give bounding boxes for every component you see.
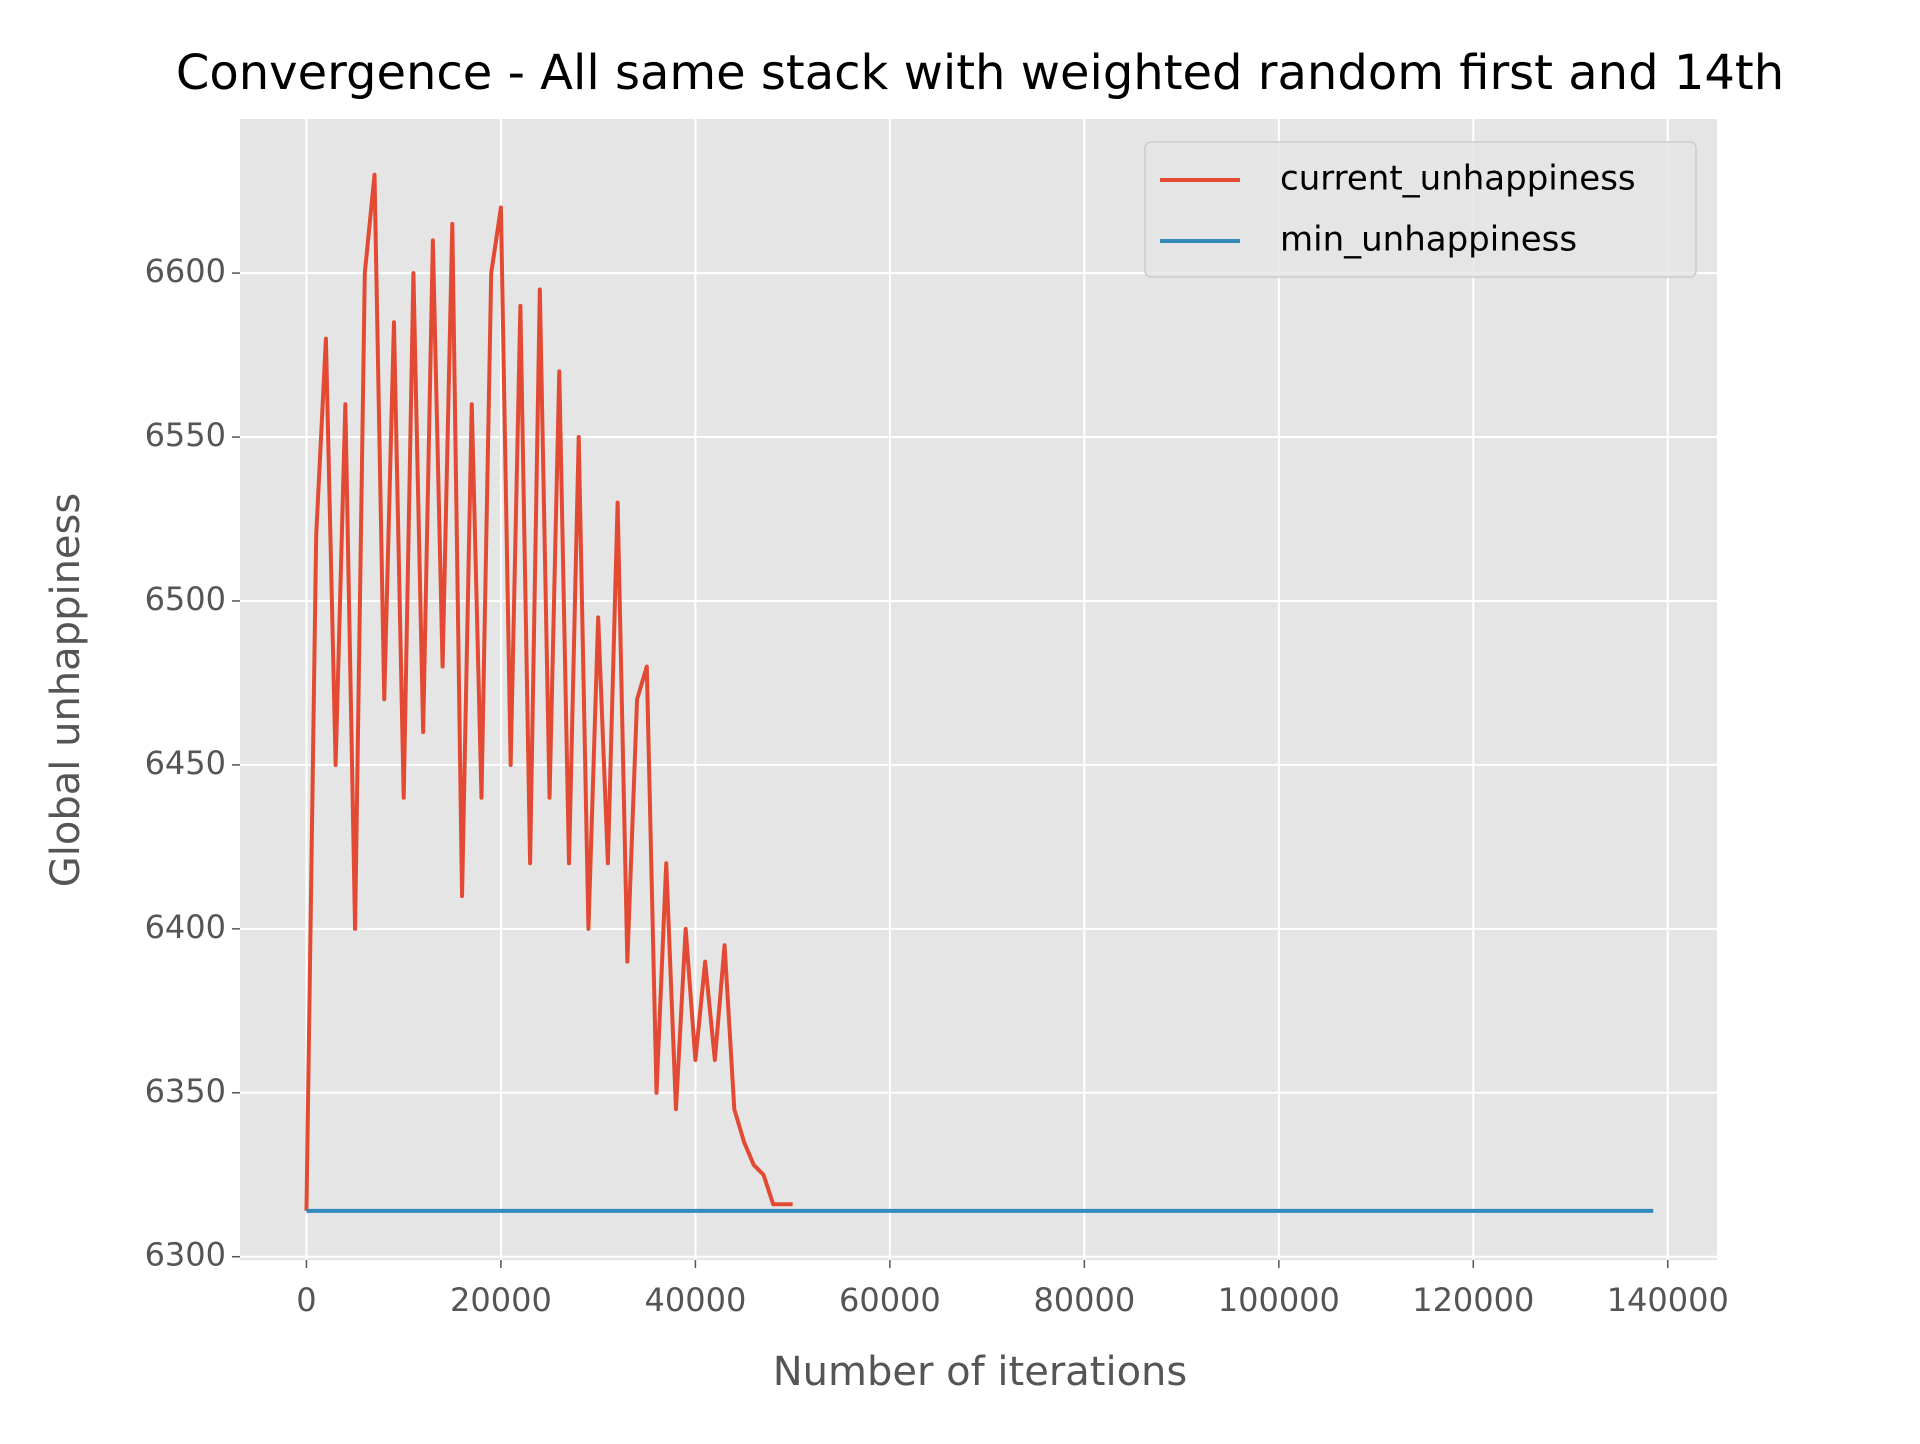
x-tick-label: 60000 bbox=[839, 1281, 941, 1319]
legend-box bbox=[1144, 141, 1697, 278]
y-tick-label: 6400 bbox=[145, 908, 226, 946]
y-tick-label: 6600 bbox=[145, 252, 226, 290]
legend-label: current_unhappiness bbox=[1280, 159, 1636, 199]
x-tick-label: 20000 bbox=[450, 1281, 552, 1319]
legend-label: min_unhappiness bbox=[1280, 220, 1577, 260]
line-series bbox=[304, 172, 793, 1211]
y-tick-label: 6300 bbox=[145, 1236, 226, 1274]
y-axis-label: Global unhappiness bbox=[43, 493, 89, 887]
x-tick-label: 40000 bbox=[645, 1281, 747, 1319]
x-tick-label: 100000 bbox=[1218, 1281, 1340, 1319]
y-tick-label: 6550 bbox=[145, 416, 226, 454]
x-axis-label: Number of iterations bbox=[773, 1349, 1188, 1395]
x-tick-label: 80000 bbox=[1033, 1281, 1135, 1319]
plot-area bbox=[240, 119, 1717, 1260]
x-tick-label: 0 bbox=[296, 1281, 316, 1319]
x-tick-label: 140000 bbox=[1607, 1281, 1729, 1319]
y-tick-label: 6500 bbox=[145, 580, 226, 618]
x-tick-label: 120000 bbox=[1412, 1281, 1534, 1319]
y-tick-label: 6350 bbox=[145, 1072, 226, 1110]
y-tick-label: 6450 bbox=[145, 744, 226, 782]
chart-title: Convergence - All same stack with weight… bbox=[176, 45, 1784, 101]
